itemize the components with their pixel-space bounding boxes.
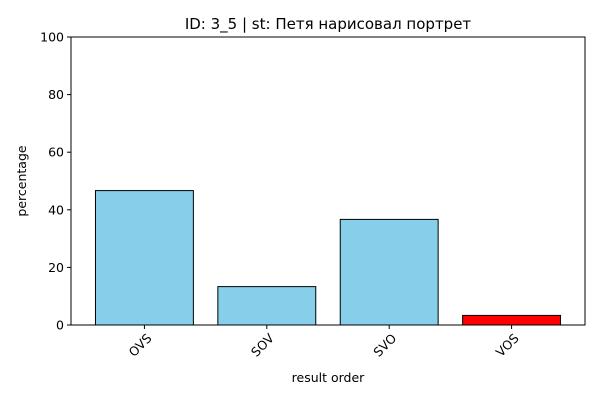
x-tick-label: SOV — [248, 330, 277, 359]
x-axis-ticks: OVS SOV SVO VOS — [125, 325, 522, 360]
chart-title: ID: 3_5 | st: Петя нарисовал портрет — [185, 15, 472, 34]
bar-vos — [462, 314, 562, 326]
y-tick-label: 100 — [40, 30, 64, 45]
y-tick-label: 0 — [56, 318, 64, 333]
y-axis-label: percentage — [14, 145, 29, 216]
bar-ovs — [94, 190, 194, 326]
x-tick-label: SVO — [370, 330, 399, 359]
x-tick-label: VOS — [493, 330, 522, 359]
y-tick-label: 80 — [48, 87, 64, 102]
y-tick-label: 40 — [48, 202, 64, 217]
bars-layer — [94, 190, 562, 326]
y-tick-label: 20 — [48, 260, 64, 275]
bar-svo — [339, 218, 439, 326]
x-axis-label: result order — [292, 370, 366, 385]
x-tick-label: OVS — [125, 330, 154, 359]
bar-sov — [217, 286, 317, 326]
plot-frame — [70, 36, 586, 326]
y-tick-label: 60 — [48, 145, 64, 160]
y-axis-ticks: 0 20 40 60 80 100 — [40, 30, 71, 333]
